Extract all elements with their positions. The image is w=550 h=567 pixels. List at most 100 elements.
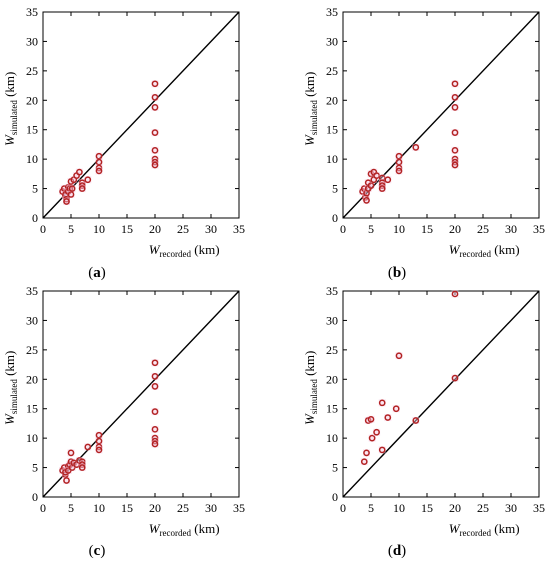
x-tick-label: 5 [368,222,374,236]
data-point-highlight [367,182,375,190]
data-point-highlight [378,399,386,407]
y-tick-label: 30 [326,34,338,48]
data-point [395,352,403,360]
data-point-highlight [73,461,81,469]
data-point [363,449,370,457]
data-point [151,359,159,367]
data-point [378,182,386,189]
chart-panel-c: 0 5 10 15 20 25 30 35 0 5 10 15 20 25 30 35 Wrecorded (k… [2,284,245,559]
data-point [151,437,159,445]
x-tick-label: 15 [421,222,433,236]
data-point-highlight [84,443,92,451]
y-tick-label: 35 [26,284,38,298]
data-point [451,290,459,298]
panel-label: (b) [388,265,406,281]
x-tick-label: 10 [93,501,105,515]
data-point-highlight [95,431,103,439]
x-tick-label: 20 [449,501,461,515]
data-point-highlight [395,352,403,360]
data-point [412,417,420,424]
data-point-highlight [360,458,368,466]
data-point-highlight [378,446,386,454]
y-tick-label: 15 [326,402,338,416]
chart-panel-d: 0 5 10 15 20 25 30 35 0 5 10 15 20 25 30 35 Wrecorded (k… [302,284,545,559]
data-point-highlight [451,80,459,88]
y-tick-label: 5 [332,182,338,196]
data-point [451,158,459,166]
y-tick-label: 35 [26,5,38,19]
data-point [367,182,375,189]
data-point-highlight [151,146,159,154]
data-point-highlight [451,290,459,298]
data-point [84,443,92,451]
y-tick-label: 10 [26,431,38,445]
data-point-highlight [451,161,459,169]
data-point [151,80,159,88]
x-tick-label: 10 [393,501,405,515]
data-point [367,415,375,423]
y-tick-label: 15 [326,123,338,137]
data-point-highlight [95,446,103,454]
data-point-highlight [67,449,75,457]
data-point-highlight [363,196,371,204]
data-point-highlight [84,176,92,184]
data-point-highlight [95,437,103,445]
data-point-highlight [68,185,76,193]
data-point-highlight [151,93,159,101]
x-tick-label: 5 [68,222,74,236]
x-tick-label: 25 [177,222,189,236]
plot-frame [42,290,240,498]
data-point-highlight [151,425,159,433]
data-point [68,185,76,192]
x-tick-label: 30 [205,222,217,236]
data-point-highlight [73,172,81,180]
y-tick-label: 20 [26,372,38,386]
reference-line [42,11,240,219]
data-point [151,103,159,111]
data-point-highlight [451,374,459,382]
y-tick-label: 25 [326,343,338,357]
data-point-highlight [151,408,159,416]
data-point-highlight [451,146,459,154]
x-tick-label: 10 [93,222,105,236]
data-point [412,144,420,151]
data-point [76,168,83,176]
data-point-highlight [364,185,372,193]
data-point [78,464,86,471]
x-tick-label: 25 [477,501,489,515]
x-tick-label: 0 [340,222,346,236]
data-point [363,196,370,204]
y-tick-label: 30 [26,313,38,327]
x-tick-label: 35 [533,501,545,515]
reference-line [342,11,540,219]
y-tick-label: 0 [332,490,338,504]
reference-line [342,290,540,498]
y-tick-label: 0 [332,211,338,225]
data-point [78,182,86,189]
data-point-highlight [60,464,68,472]
data-point-highlight [61,190,69,198]
data-point-highlight [75,168,83,176]
data-point-highlight [151,440,159,448]
data-point [151,408,159,416]
data-point-highlight [61,192,69,200]
data-point-highlight [373,428,381,436]
data-point [384,414,392,421]
data-point-highlight [370,176,378,184]
data-point [451,146,459,154]
data-point-highlight [95,158,103,166]
plot-frame [42,11,240,219]
data-point-highlight [64,467,72,475]
x-tick-label: 0 [40,501,46,515]
chart-panel-b: 0 5 10 15 20 25 30 35 0 5 10 15 20 25 30 35 Wrecorded (k… [302,5,545,281]
data-point [95,167,103,175]
x-tick-label: 30 [505,222,517,236]
x-tick-label: 15 [121,222,133,236]
data-point [368,434,376,442]
x-tick-label: 0 [340,501,346,515]
data-point-highlight [151,359,159,367]
data-point-highlight [60,185,68,193]
y-tick-label: 10 [326,152,338,166]
data-point [451,80,459,88]
data-point [378,185,386,192]
